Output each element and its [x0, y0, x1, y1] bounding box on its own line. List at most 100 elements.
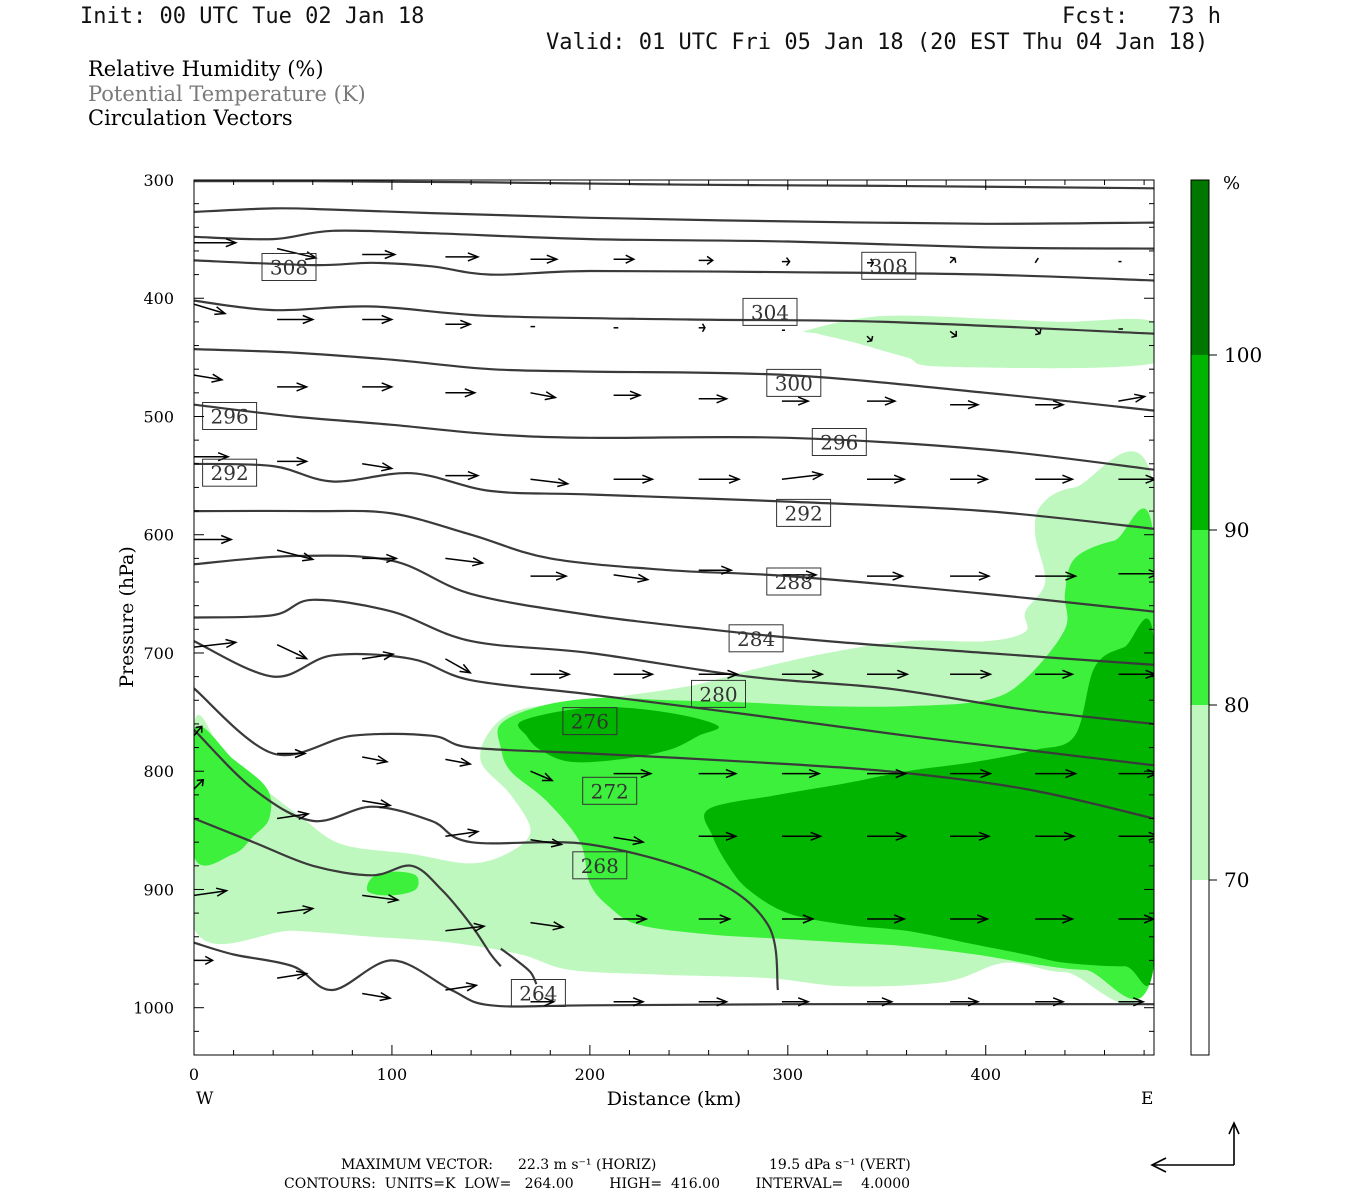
vector-arrow: [530, 477, 570, 488]
rh-region-90: [704, 618, 1154, 987]
vector-arrow: [530, 838, 564, 848]
rh-region-80: [194, 725, 272, 866]
y-tick-label: 1000: [133, 999, 174, 1018]
y-tick-label: 900: [143, 880, 174, 899]
contour-label-text: 296: [211, 405, 249, 429]
vector-arrow: [1034, 257, 1039, 264]
colorbar-label: 80: [1224, 693, 1249, 717]
theta-contour-296: [194, 403, 1154, 471]
vector-arrow: [613, 254, 636, 264]
x-tick-label: 400: [970, 1065, 1001, 1084]
vector-arrow: [1034, 328, 1042, 336]
vector-arrow: [445, 470, 480, 481]
vector-arrow: [445, 557, 485, 567]
vector-arrow: [445, 252, 480, 262]
vector-arrow: [698, 768, 738, 779]
colorbar-segment: [1191, 355, 1209, 530]
vector-arrow: [867, 914, 907, 924]
contour-label-text: 308: [270, 256, 308, 280]
contour-label: 276: [562, 707, 618, 736]
max-vector-horizontal: 22.3 m s⁻¹ (HORIZ): [518, 1157, 657, 1173]
contour-info: CONTOURS: UNITS=K LOW= 264.00 HIGH= 416.…: [284, 1176, 911, 1192]
vector-arrow: [362, 553, 399, 564]
vector-arrow: [277, 456, 309, 467]
vector-arrow: [781, 669, 825, 679]
colorbar-segment: [1191, 530, 1209, 705]
contour-label-text: 300: [775, 371, 813, 395]
vector-arrow: [445, 982, 479, 992]
vector-arrow: [1035, 474, 1075, 484]
east-label: E: [1141, 1089, 1153, 1109]
vector-arrow: [613, 835, 646, 846]
vector-arrow: [362, 894, 400, 904]
init-time: Init: 00 UTC Tue 02 Jan 18: [80, 4, 425, 29]
contour-label-text: 292: [785, 501, 823, 525]
valid-time: Valid: 01 UTC Fri 05 Jan 18 (20 EST Thu …: [546, 30, 1209, 55]
vector-arrow: [950, 669, 993, 679]
vector-arrow: [194, 238, 238, 248]
max-vector-label: MAXIMUM VECTOR:: [341, 1157, 493, 1173]
theta-contour-292: [194, 462, 1154, 530]
vector-arrow: [613, 390, 643, 400]
vector-arrow: [698, 394, 729, 404]
contour-label: 288: [766, 567, 822, 596]
vector-arrow: [1118, 393, 1147, 403]
vector-arrow: [445, 319, 473, 329]
contour-label-text: 264: [519, 982, 557, 1006]
contour-label-text: 292: [211, 461, 249, 485]
vector-arrow: [362, 249, 397, 260]
contour-label: 304: [742, 297, 798, 326]
vector-arrow: [1035, 400, 1066, 410]
theta-contour-312: [194, 229, 1154, 250]
vector-arrow: [277, 314, 315, 325]
contour-label-text: 268: [581, 854, 619, 878]
contour-label: 268: [572, 851, 628, 880]
x-axis-title: Distance (km): [607, 1088, 742, 1110]
legend-vectors: Circulation Vectors: [88, 106, 293, 130]
y-tick-label: 600: [143, 526, 174, 545]
contour-labels: 308 308 304 300 296 296 292 292 288 284 280 276 272 2…: [202, 251, 917, 1007]
vector-arrow: [194, 638, 238, 649]
theta-contour-300: [194, 348, 1154, 412]
max-vector-vertical: 19.5 dPa s⁻¹ (VERT): [769, 1157, 911, 1173]
vector-arrow: [950, 400, 981, 410]
theta-contour-276: [194, 640, 1154, 767]
vector-arrow: [781, 257, 791, 267]
vector-arrow: [867, 396, 897, 406]
vector-arrow: [362, 755, 389, 765]
y-tick-label: 400: [143, 289, 174, 308]
theta-contour-304: [194, 299, 1154, 335]
vector-arrow: [362, 799, 393, 809]
vector-arrow: [445, 757, 473, 767]
vector-arrow: [530, 669, 572, 679]
vector-arrow: [1035, 768, 1078, 779]
vector-arrow: [613, 997, 646, 1007]
colorbar: 100 90 80 70: [1190, 179, 1262, 1056]
colorbar-label: 70: [1224, 868, 1249, 892]
vector-arrow: [781, 914, 815, 924]
vector-arrow: [1118, 914, 1154, 924]
colorbar-segment: [1191, 180, 1209, 355]
rh-region-70: [803, 315, 1154, 369]
vector-arrow: [362, 651, 396, 661]
colorbar-label: 100: [1224, 343, 1262, 367]
humidity-fill-layer: [194, 315, 1154, 1004]
x-tick-label: 0: [189, 1065, 199, 1084]
vector-arrow: [1035, 914, 1075, 924]
theta-contour-264: [194, 817, 502, 968]
vector-arrow: [194, 534, 234, 545]
contour-label: 296: [811, 428, 867, 456]
theta-contour-308: [194, 259, 1154, 282]
vector-arrow: [445, 922, 487, 933]
vector-arrow: [866, 335, 874, 343]
vector-arrow: [1035, 997, 1066, 1007]
contour-label: 296: [202, 402, 258, 430]
vector-arrow: [867, 571, 905, 581]
vector-arrow: [277, 905, 315, 915]
circulation-vectors: [194, 238, 1154, 1007]
reference-vector-icon: [1150, 1121, 1240, 1173]
vector-arrow: [950, 768, 993, 779]
contour-label-text: 280: [699, 682, 737, 706]
vector-arrow: [194, 373, 224, 383]
axes: 0 100 200 300 400 300 400 500 600 700 800 900 1000: [133, 171, 1154, 1084]
